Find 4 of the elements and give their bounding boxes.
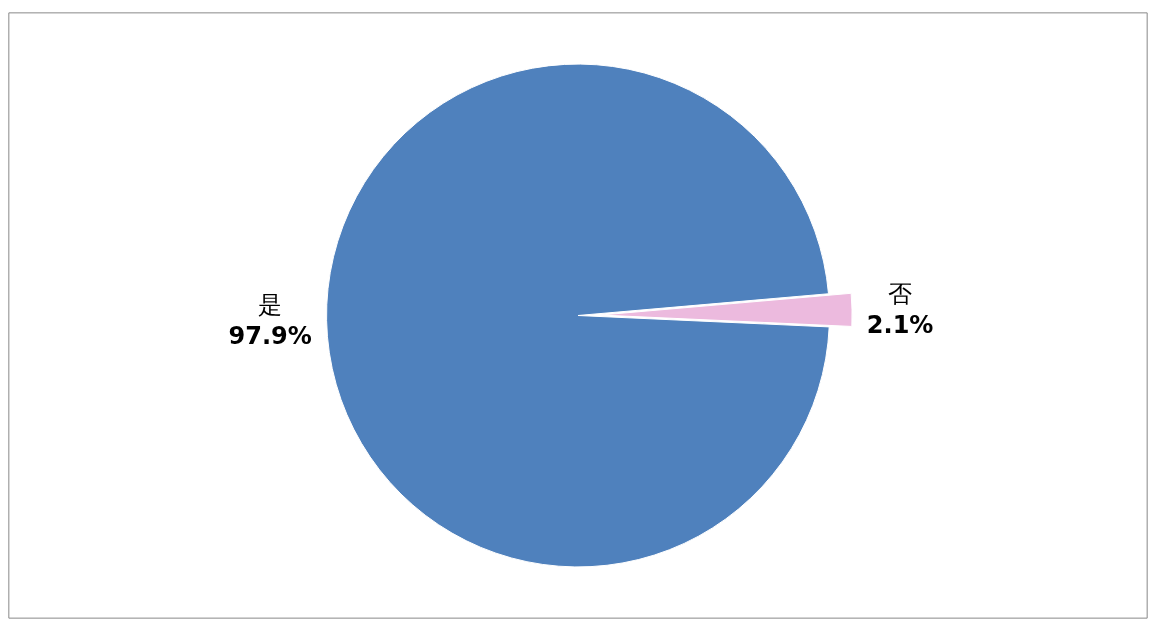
slice-label: 是 xyxy=(258,291,283,320)
data-label: 97.9% xyxy=(228,322,312,351)
data-label: 2.1% xyxy=(866,311,934,340)
slice-label: 否 xyxy=(888,280,913,309)
